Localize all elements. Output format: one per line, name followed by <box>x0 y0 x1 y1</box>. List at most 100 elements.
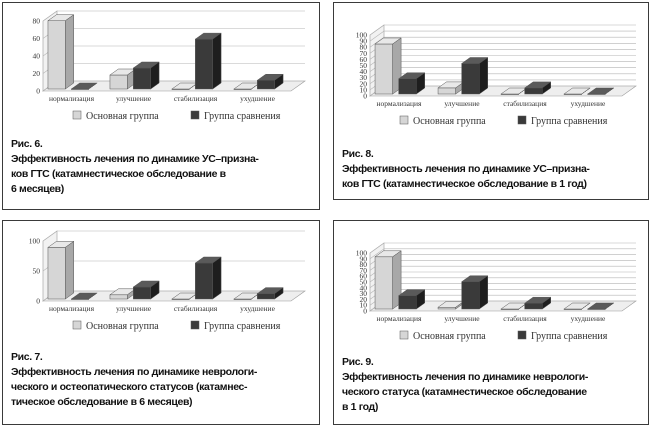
legend-swatch-main <box>399 115 409 125</box>
y-tick-label: 60 <box>33 34 41 43</box>
bar-main-group <box>47 14 75 90</box>
bar-comparison-group <box>586 302 615 310</box>
x-category-label: улучшение <box>444 314 480 323</box>
bar-comparison-group <box>70 292 98 300</box>
bar-front <box>461 63 480 95</box>
bar-comparison-group <box>256 73 284 90</box>
bar-front <box>374 256 393 310</box>
y-tick-label: 30 <box>360 73 368 82</box>
bar-comparison-group <box>70 82 98 90</box>
y-tick-label: 100 <box>356 31 368 40</box>
legend-swatch-comparison <box>190 320 200 330</box>
gridline <box>42 63 305 74</box>
caption-fig7: Рис. 7. Эффективность лечения по динамик… <box>11 350 313 410</box>
bar-side <box>88 292 98 300</box>
y-tick-label: 60 <box>360 272 368 281</box>
bar-side <box>150 61 160 90</box>
gridline <box>42 10 305 22</box>
gridline <box>369 242 636 254</box>
x-category-label: стабилизация <box>174 94 218 103</box>
gridline <box>369 277 636 289</box>
caption-label: Рис. 9. <box>342 356 374 368</box>
bar-main-group <box>47 240 75 300</box>
bar-comparison-group <box>194 32 222 90</box>
bar-front <box>437 307 456 310</box>
bar-comparison-group <box>194 256 222 300</box>
caption-line: в 1 год) <box>342 401 379 413</box>
bar-front <box>47 20 66 90</box>
bar-side <box>479 275 488 310</box>
bar-side <box>65 240 74 300</box>
legend-swatch-main <box>72 320 82 330</box>
legend-label-main: Основная группа <box>86 111 159 122</box>
y-tick-label: 0 <box>36 297 40 306</box>
y-tick-label: 0 <box>363 92 367 101</box>
gridline <box>42 260 305 272</box>
caption-line: ческого и остеопатического статусов (кат… <box>11 381 248 393</box>
bar-main-group <box>563 302 591 310</box>
bar-main-group <box>563 87 591 95</box>
bar-side <box>88 82 98 90</box>
bar-comparison-group <box>460 275 489 310</box>
y-tick-label: 80 <box>33 17 41 26</box>
x-category-label: нормализация <box>376 99 422 108</box>
x-category-label: стабилизация <box>503 99 547 108</box>
legend-label-comparison: Группа сравнения <box>204 321 281 332</box>
bar-front <box>109 294 128 300</box>
bar-front <box>109 74 128 90</box>
caption-line: Эффективность лечения по динамике неврол… <box>342 371 588 383</box>
bar-side <box>581 302 591 310</box>
x-category-label: улучшение <box>116 94 152 103</box>
figure-panel-9: 0 10 20 30 40 50 60 70 80 90 100 нормализация улучше… <box>333 220 649 425</box>
x-category-label: ухудшение <box>571 314 606 323</box>
bar-front <box>195 262 213 300</box>
caption-label: Рис. 6. <box>11 138 43 150</box>
bar-chart-fig6: 0 20 40 60 80 нормализация улучшение стабилизац… <box>33 10 306 122</box>
gridline <box>369 248 636 260</box>
gridline <box>369 271 636 283</box>
y-tick-label: 40 <box>33 52 41 61</box>
y-tick-label: 50 <box>360 61 368 70</box>
caption-line: 6 месяцев) <box>11 183 64 195</box>
gridline <box>369 30 636 42</box>
gridline <box>42 230 305 242</box>
y-tick-label: 80 <box>360 43 368 52</box>
y-tick-label: 70 <box>360 49 368 58</box>
y-tick-label: 0 <box>36 87 40 96</box>
legend-swatch-main <box>399 330 409 340</box>
bar-front <box>437 87 456 95</box>
figure-panel-7: 0 50 100 нормализация улучшение стабилизация у… <box>2 220 320 425</box>
figure-panel-6: 0 20 40 60 80 нормализация улучшение стабилизац… <box>2 2 320 210</box>
gridline <box>369 24 636 36</box>
bar-main-group <box>171 292 199 300</box>
gridline <box>42 45 305 57</box>
gridline <box>369 42 636 54</box>
x-category-label: ухудшение <box>571 99 606 108</box>
caption-line: тическое обследование в 6 месяцев) <box>11 396 193 408</box>
gridline <box>369 61 636 72</box>
bar-side <box>274 287 284 300</box>
y-tick-label: 100 <box>356 249 368 258</box>
y-tick-label: 0 <box>363 307 367 316</box>
y-tick-label: 90 <box>360 254 368 263</box>
legend-swatch-comparison <box>517 330 527 340</box>
bar-front <box>374 43 393 95</box>
bar-side <box>65 14 74 90</box>
caption-label: Рис. 8. <box>342 148 374 160</box>
y-tick-label: 40 <box>360 67 368 76</box>
caption-line: Эффективность лечения по динамике УС–при… <box>11 153 259 165</box>
bar-main-group <box>374 37 402 95</box>
y-tick-label: 40 <box>360 283 368 292</box>
bar-comparison-group <box>132 280 160 300</box>
bar-side <box>212 32 222 90</box>
caption-line: Эффективность лечения по динамике УС–при… <box>342 163 590 175</box>
bar-front <box>461 281 480 310</box>
x-category-label: нормализация <box>49 304 95 313</box>
bar-front <box>524 87 543 95</box>
bar-comparison-group <box>523 81 552 95</box>
x-category-label: улучшение <box>444 99 480 108</box>
x-category-label: улучшение <box>116 304 152 313</box>
gridline <box>369 49 636 60</box>
gridline <box>369 260 636 271</box>
